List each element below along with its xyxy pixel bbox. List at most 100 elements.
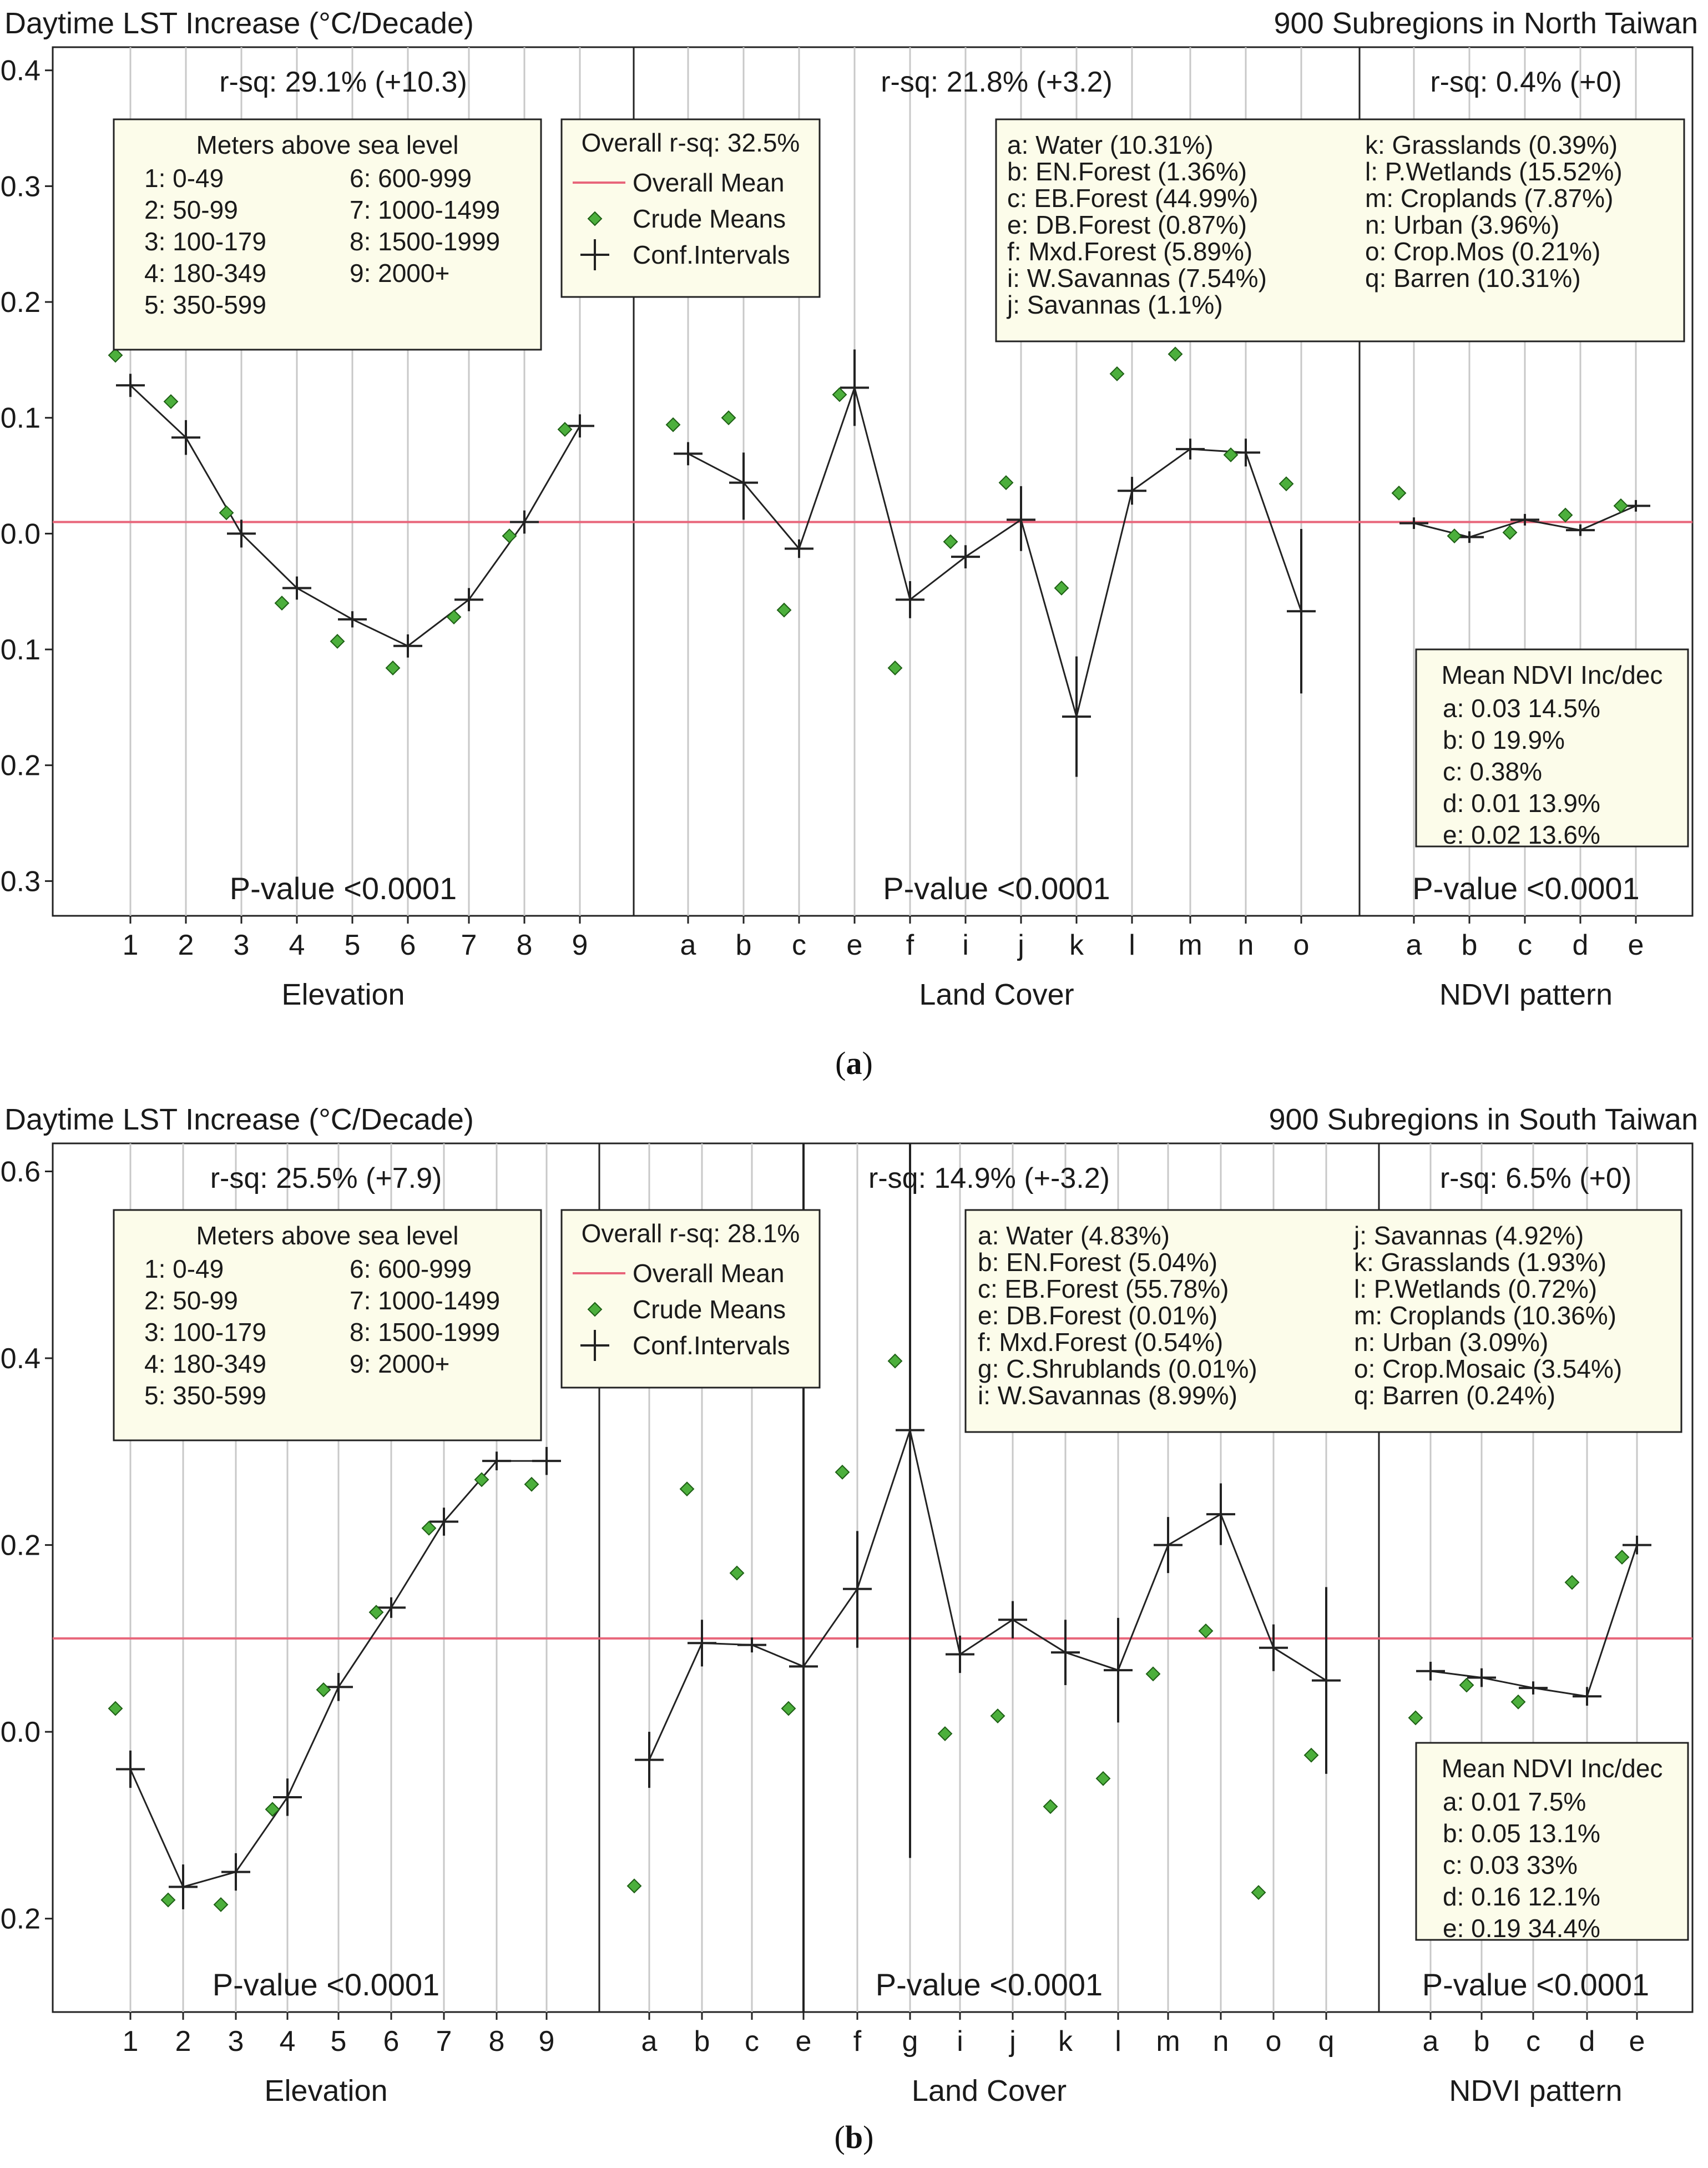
x-tick-label: m: [1156, 2025, 1180, 2058]
legend: Overall r-sq: 32.5% Overall Mean Crude Mea…: [560, 118, 821, 298]
info-box-entry: 3: 100-179: [144, 1318, 266, 1347]
x-axis-label: Elevation: [264, 2074, 387, 2108]
info-box-entry: j: Savannas (1.1%): [1006, 290, 1223, 319]
adjusted-mean-line: [648, 1427, 1327, 1761]
info-box-entry: l: P.Wetlands (15.52%): [1365, 157, 1623, 186]
info-box-title: Mean NDVI Inc/dec: [1442, 661, 1663, 689]
x-tick-label: c: [745, 2025, 759, 2058]
info-box-entry: c: EB.Forest (55.78%): [978, 1274, 1229, 1303]
x-tick-label: b: [1462, 929, 1478, 961]
x-tick-label: 2: [178, 929, 194, 961]
x-tick-label: 2: [175, 2025, 191, 2058]
caption-open: (: [835, 2119, 845, 2155]
info-box-entry: 4: 180-349: [144, 259, 266, 288]
caption-close: ): [863, 2119, 873, 2155]
info-box-entry: 5: 350-599: [144, 1381, 266, 1410]
y-tick-label: -0.3: [0, 865, 41, 898]
x-tick-label: 3: [234, 929, 250, 961]
r-squared-label: r-sq: 29.1% (+10.3): [219, 66, 467, 98]
info-box-entry: 9: 2000+: [350, 1349, 449, 1378]
crude-mean-point: [1109, 366, 1125, 381]
panel-caption: (a): [835, 1045, 873, 1081]
y-tick-label: 0.6: [1, 1156, 41, 1188]
info-box-entry: b: 0 19.9%: [1443, 725, 1565, 754]
info-box-entry: c: 0.38%: [1443, 757, 1542, 786]
legend-header: Overall r-sq: 28.1%: [582, 1219, 800, 1248]
info-box-entry: i: W.Savannas (8.99%): [978, 1381, 1237, 1410]
y-tick-label: 0.2: [1, 286, 41, 319]
caption-letter: b: [845, 2119, 863, 2155]
x-tick-label: f: [853, 2025, 862, 2058]
x-tick-label: o: [1266, 2025, 1282, 2058]
x-tick-label: n: [1238, 929, 1254, 961]
r-squared-label: r-sq: 14.9% (+-3.2): [868, 1162, 1110, 1194]
crude-mean-point: [887, 661, 903, 675]
x-tick-label: 5: [331, 2025, 347, 2058]
y-tick-label: -0.1: [0, 634, 41, 666]
info-box-entry: 8: 1500-1999: [350, 1318, 500, 1347]
y-tick-label: -0.2: [0, 750, 41, 782]
y-tick-label: 0.3: [1, 170, 41, 203]
info-box-entry: q: Barren (10.31%): [1365, 264, 1581, 293]
info-box-entry: a: 0.03 14.5%: [1443, 694, 1600, 723]
info-box-entry: d: 0.01 13.9%: [1443, 789, 1600, 818]
y-tick-label: 0.1: [1, 402, 41, 435]
panel-elevation: r-sq: 25.5% (+7.9) P-value <0.0001 1 2 3 4 5 6 7…: [108, 1162, 561, 2108]
x-axis-label: NDVI pattern: [1439, 978, 1613, 1011]
crude-mean-point: [213, 1897, 229, 1912]
y-tick-label: 0.0: [1, 1716, 41, 1748]
crude-mean-point: [1447, 528, 1462, 543]
crude-mean-point: [998, 475, 1014, 491]
x-tick-label: 5: [345, 929, 361, 961]
crude-mean-point: [1198, 1624, 1214, 1638]
info-box-title: Meters above sea level: [196, 1221, 458, 1250]
crude-mean-point: [729, 1565, 745, 1581]
x-tick-label: 8: [489, 2025, 505, 2058]
x-tick-label: q: [1318, 2025, 1335, 2058]
crude-mean-point: [474, 1472, 489, 1488]
crude-mean-point: [421, 1520, 437, 1536]
crude-mean-point: [368, 1605, 384, 1620]
info-box: Mean NDVI Inc/dec a: 0.01 7.5% b: 0.05 13.…: [1415, 1742, 1689, 1943]
info-box-entry: e: 0.02 13.6%: [1443, 820, 1600, 849]
p-value-label: P-value <0.0001: [883, 871, 1110, 906]
info-box-entry: l: P.Wetlands (0.72%): [1354, 1274, 1597, 1303]
crude-mean-point: [1408, 1710, 1423, 1726]
crude-mean-point: [776, 602, 792, 618]
crude-mean-point: [1510, 1694, 1526, 1710]
info-box-entry: 1: 0-49: [144, 1254, 224, 1283]
crude-mean-point: [1613, 498, 1629, 513]
crude-mean-point: [835, 1464, 850, 1480]
x-tick-label: a: [1406, 929, 1422, 961]
y-tick-label: 0.0: [1, 518, 41, 550]
info-box-entry: g: C.Shrublands (0.01%): [978, 1354, 1257, 1383]
crude-mean-point: [1095, 1771, 1111, 1786]
info-box-entry: 7: 1000-1499: [350, 1286, 500, 1315]
x-tick-label: 9: [572, 929, 588, 961]
crude-mean-point: [990, 1708, 1005, 1723]
x-tick-label: 1: [123, 929, 139, 961]
panel-land-cover: r-sq: 21.8% (+3.2) P-value <0.0001 a b c e f i j…: [665, 66, 1685, 1011]
info-box: Meters above sea level 1: 0-492: 50-99 3: …: [113, 118, 542, 351]
info-box-entry: d: 0.16 12.1%: [1443, 1882, 1600, 1911]
info-box-entry: c: EB.Forest (44.99%): [1007, 184, 1259, 213]
p-value-label: P-value <0.0001: [876, 1967, 1103, 2002]
x-tick-label: b: [736, 929, 752, 961]
panel-ndvi-pattern: r-sq: 0.4% (+0) P-value <0.0001 a b c d e NDVI …: [1391, 66, 1689, 1011]
x-tick-label: 7: [436, 2025, 452, 2058]
p-value-label: P-value <0.0001: [1422, 1967, 1649, 2002]
info-box-entry: 2: 50-99: [144, 195, 238, 224]
crude-mean-point: [721, 410, 736, 426]
caption-close: ): [862, 1045, 873, 1081]
info-box-entry: k: Grasslands (1.93%): [1354, 1248, 1606, 1277]
x-tick-label: i: [957, 2025, 963, 2058]
y-tick-label: 0.2: [1, 1530, 41, 1562]
chart-subtitle: 900 Subregions in North Taiwan: [1274, 7, 1699, 40]
info-box-entry: q: Barren (0.24%): [1354, 1381, 1555, 1410]
crude-mean-point: [626, 1878, 642, 1894]
x-tick-label: a: [641, 2025, 658, 2058]
x-tick-label: 1: [123, 2025, 139, 2058]
crude-mean-point: [385, 661, 401, 675]
info-box-entry: e: DB.Forest (0.87%): [1007, 210, 1247, 239]
x-tick-label: f: [906, 929, 914, 961]
